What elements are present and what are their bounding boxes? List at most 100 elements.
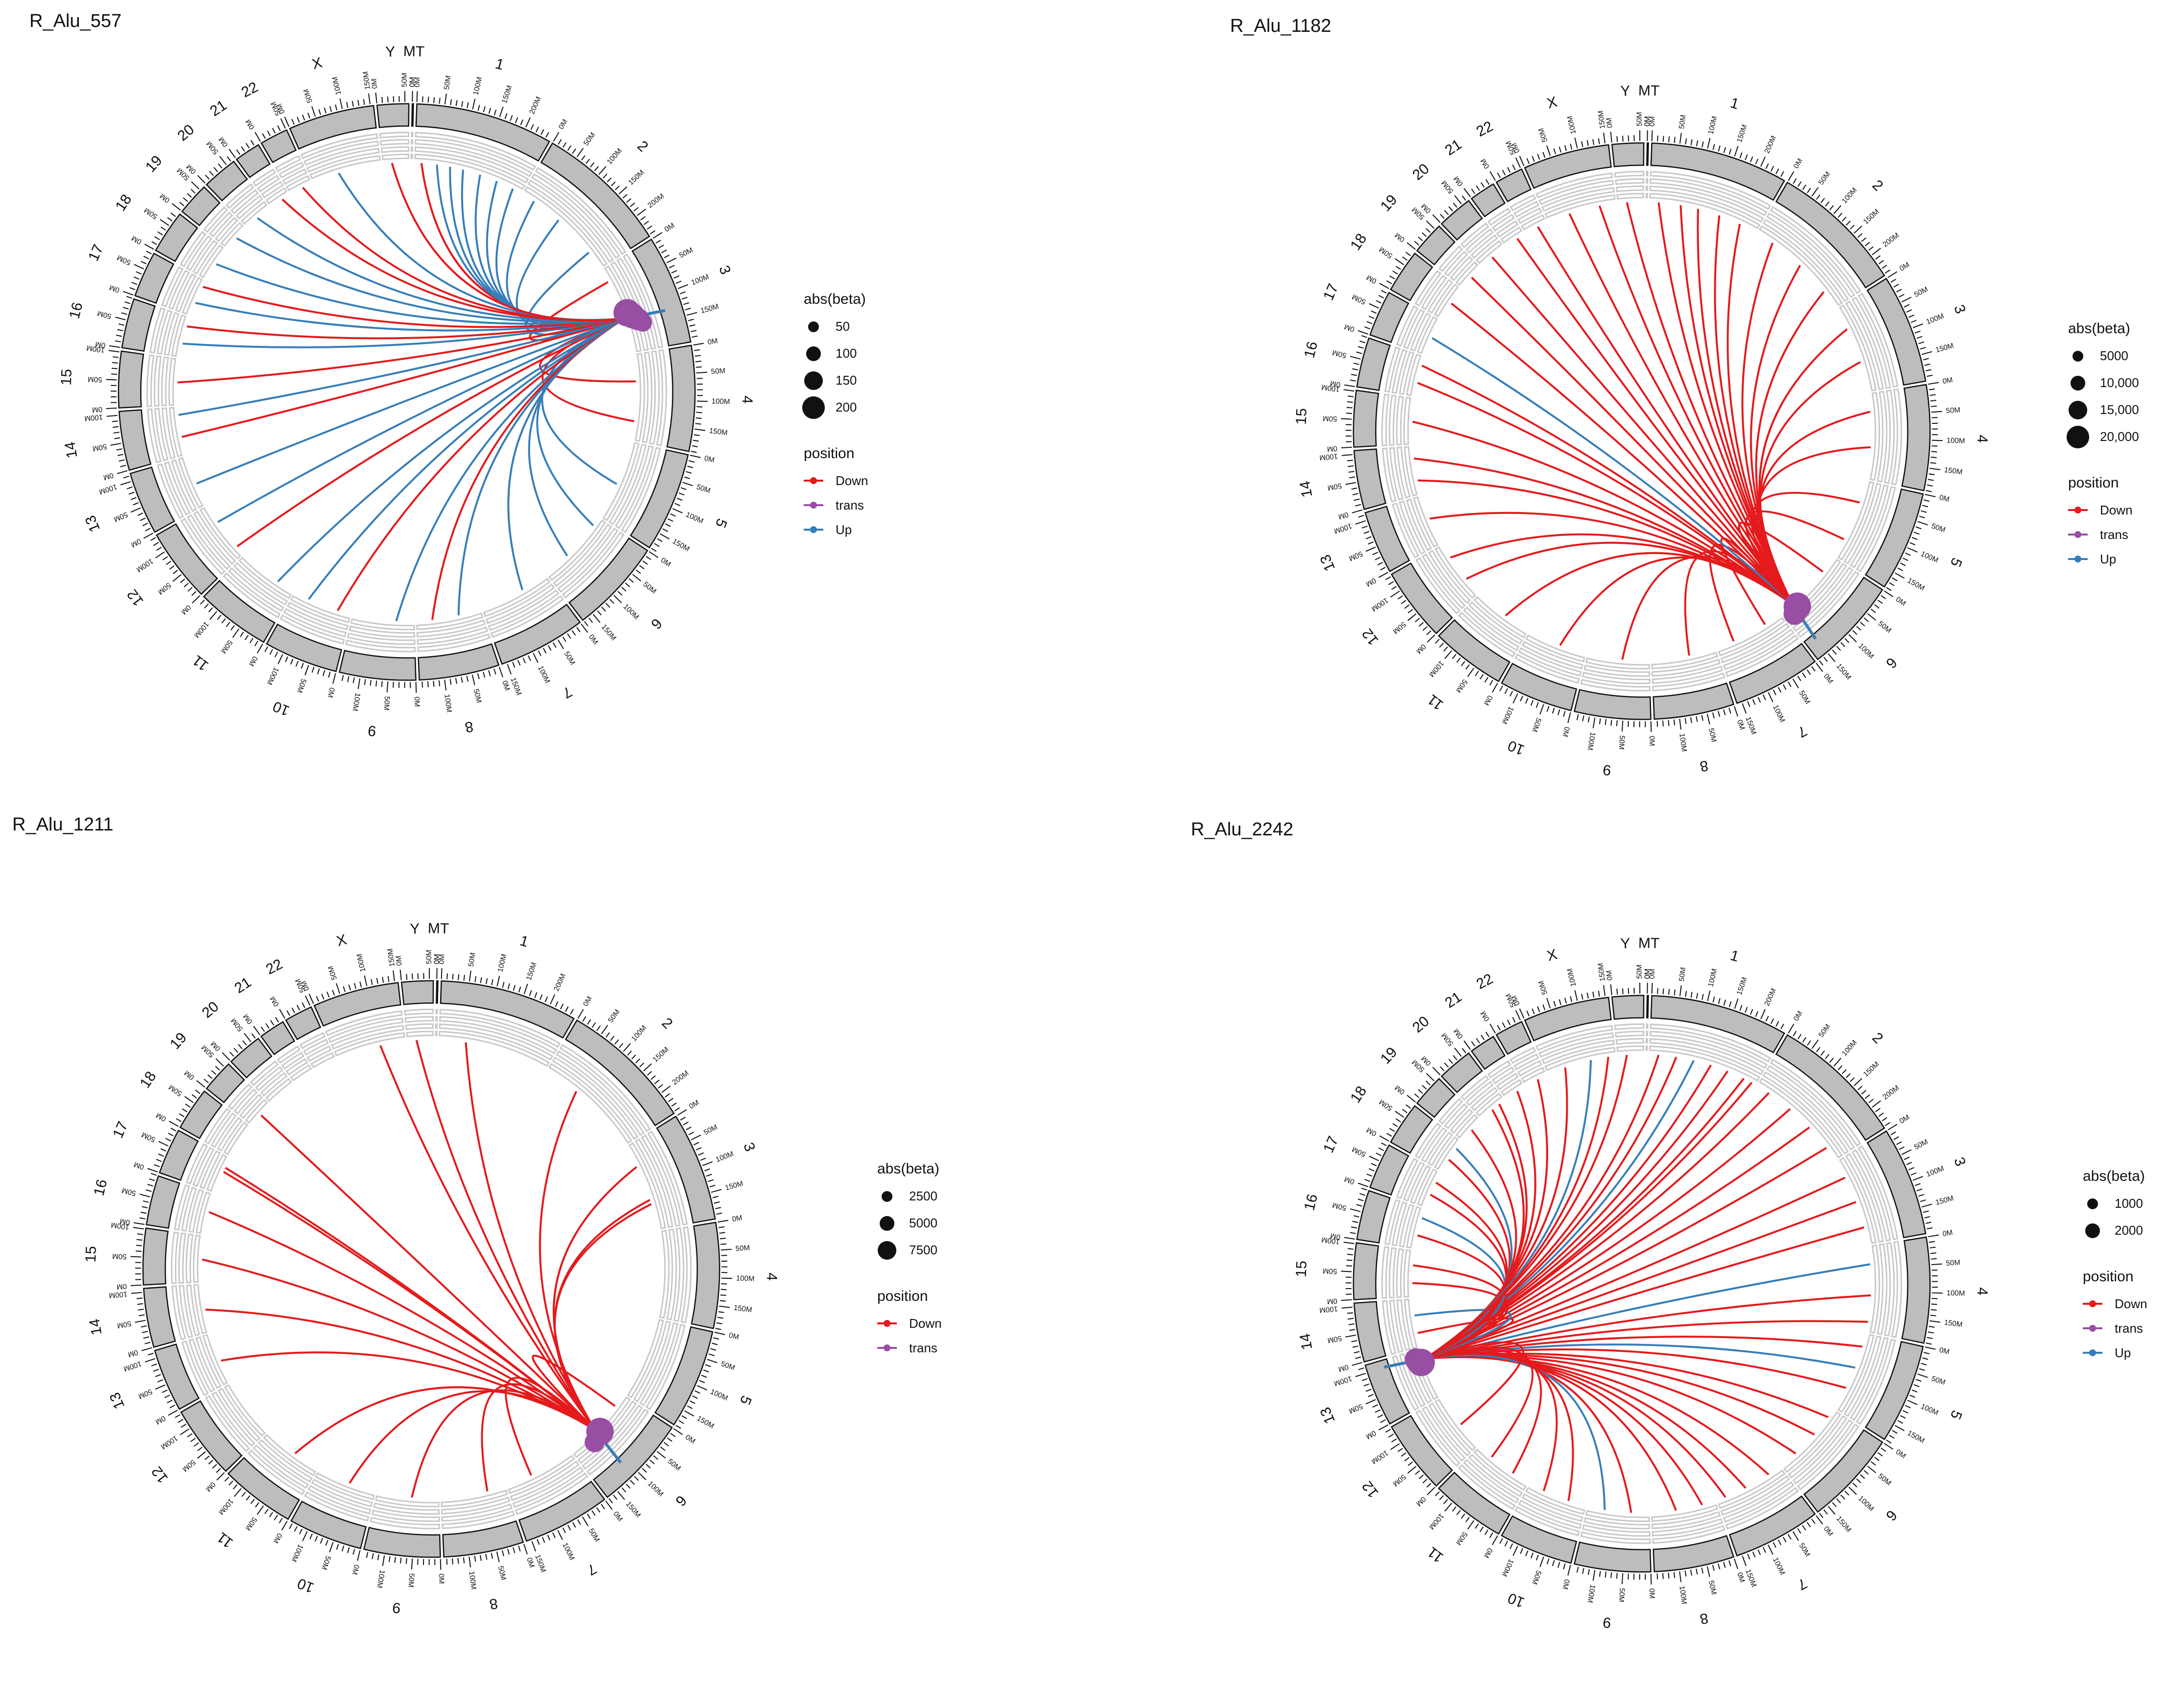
tick-mark bbox=[114, 437, 121, 439]
tick-mark bbox=[192, 595, 200, 604]
track-arc bbox=[1646, 171, 1649, 176]
chromosome-band-15 bbox=[1353, 390, 1380, 448]
tick-mark bbox=[191, 181, 200, 190]
tick-mark bbox=[1586, 140, 1589, 146]
tick-mark bbox=[444, 93, 447, 105]
tick-mark bbox=[1376, 300, 1382, 304]
chromosome-label: 7 bbox=[1795, 1575, 1809, 1593]
tick-label: 50M bbox=[1817, 170, 1832, 187]
track-arc bbox=[649, 350, 660, 445]
tick-mark bbox=[522, 658, 526, 664]
tick-label: 0M bbox=[370, 78, 379, 89]
tick-label: 100M bbox=[110, 1220, 130, 1231]
tick-label: 150M bbox=[695, 1414, 715, 1430]
tick-mark bbox=[1371, 310, 1377, 314]
track-arc bbox=[171, 1285, 186, 1341]
tick-mark bbox=[1802, 1525, 1806, 1531]
tick-mark bbox=[1853, 225, 1862, 234]
track-arc bbox=[185, 1143, 208, 1185]
link-down bbox=[205, 1308, 595, 1431]
tick-mark bbox=[1770, 1018, 1774, 1025]
tick-mark bbox=[716, 1322, 722, 1324]
tick-mark bbox=[609, 599, 615, 604]
tick-label: 0M bbox=[1364, 1429, 1377, 1441]
tick-label: 100M bbox=[351, 692, 362, 712]
track-arc bbox=[1521, 1493, 1584, 1522]
tick-label: 0M bbox=[1939, 1346, 1950, 1356]
chromosome-label: MT bbox=[403, 43, 425, 60]
track-arc bbox=[299, 1032, 326, 1049]
tick-mark bbox=[281, 1520, 288, 1531]
track-arc bbox=[1403, 1249, 1411, 1298]
track-arc bbox=[1404, 1298, 1418, 1349]
tick-mark bbox=[364, 679, 366, 685]
tick-label: 100M bbox=[109, 1290, 128, 1299]
tick-label: 0M bbox=[704, 454, 715, 464]
tick-mark bbox=[1628, 135, 1629, 142]
tick-mark bbox=[553, 132, 560, 142]
track-arc bbox=[1514, 653, 1580, 684]
tick-mark bbox=[588, 617, 593, 623]
tick-mark bbox=[208, 1460, 214, 1464]
tick-mark bbox=[557, 639, 564, 649]
track-arc bbox=[435, 1023, 438, 1029]
tick-mark bbox=[696, 378, 703, 379]
tick-mark bbox=[1379, 283, 1389, 289]
tick-mark bbox=[1922, 505, 1928, 508]
tick-mark bbox=[567, 145, 571, 151]
tick-mark bbox=[560, 1003, 564, 1010]
tick-mark bbox=[1497, 1025, 1501, 1031]
tick-label: 0M bbox=[1792, 157, 1804, 170]
track-arc bbox=[274, 155, 301, 172]
chromosome-band-16 bbox=[1356, 337, 1391, 391]
tick-mark bbox=[1823, 657, 1828, 662]
track-arc bbox=[325, 1010, 403, 1037]
tick-mark bbox=[318, 109, 321, 115]
link-up bbox=[217, 317, 625, 523]
tick-mark bbox=[1364, 1179, 1371, 1182]
tick-mark bbox=[1345, 482, 1357, 485]
track-arc bbox=[180, 518, 226, 575]
tick-mark bbox=[1816, 1047, 1821, 1052]
chromosome-band-5 bbox=[630, 449, 689, 549]
tick-label: 0M bbox=[1939, 493, 1950, 504]
tick-label: 0M bbox=[130, 234, 143, 246]
track-arc bbox=[1450, 1108, 1474, 1134]
tick-mark bbox=[660, 1446, 666, 1451]
track-arc bbox=[1646, 1023, 1649, 1029]
tick-mark bbox=[1407, 1465, 1417, 1474]
tick-mark bbox=[1668, 720, 1670, 726]
tick-label: 50M bbox=[113, 510, 129, 523]
tick-mark bbox=[601, 607, 606, 612]
tick-label: 50M bbox=[1378, 245, 1394, 260]
track-arc bbox=[285, 1058, 308, 1076]
tick-mark bbox=[1434, 1491, 1440, 1496]
trans-dot bbox=[584, 1432, 605, 1453]
track-arc bbox=[559, 1044, 651, 1132]
tick-mark bbox=[1365, 536, 1372, 539]
tick-label: 0M bbox=[1510, 142, 1522, 154]
tick-mark bbox=[1773, 689, 1776, 696]
tick-mark bbox=[120, 464, 126, 467]
tick-mark bbox=[1504, 1540, 1508, 1547]
track-arc bbox=[1457, 1464, 1516, 1510]
track-arc bbox=[641, 351, 653, 443]
tick-label: 50M bbox=[562, 650, 577, 666]
track-arc bbox=[417, 633, 491, 652]
tick-mark bbox=[1509, 1543, 1513, 1549]
tick-mark bbox=[359, 981, 362, 988]
legend-color-dot bbox=[2089, 1349, 2096, 1356]
tick-mark bbox=[216, 1468, 221, 1473]
track-arc bbox=[1468, 1454, 1523, 1497]
tick-mark bbox=[215, 1066, 221, 1071]
track-arc bbox=[633, 1320, 671, 1403]
tick-mark bbox=[678, 1420, 684, 1424]
tick-mark bbox=[1656, 721, 1658, 727]
chromosome-band-2 bbox=[1775, 1034, 1885, 1141]
tick-mark bbox=[1512, 1545, 1518, 1556]
chromosome-band-13 bbox=[154, 1343, 200, 1410]
legend-size-dot bbox=[878, 1241, 896, 1260]
tick-label: 0M bbox=[1479, 1010, 1491, 1023]
legend-color-label: Up bbox=[836, 522, 852, 537]
